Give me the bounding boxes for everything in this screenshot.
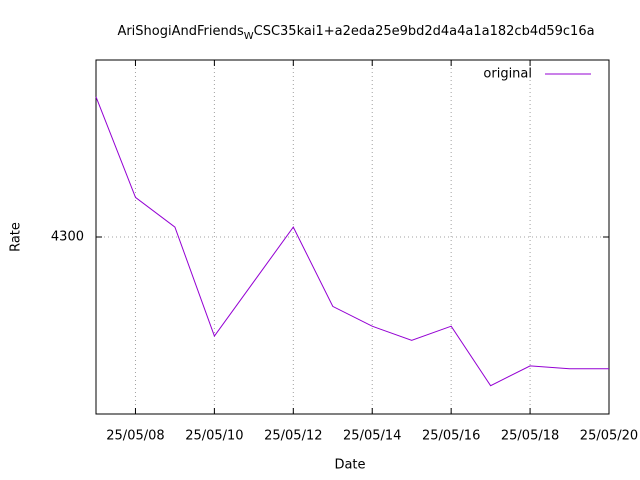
x-tick-label: 25/05/12 (264, 429, 322, 444)
chart-title: AriShogiAndFriendsWCSC35kai1+a2eda25e9bd… (117, 24, 594, 43)
x-tick-label: 25/05/16 (422, 429, 480, 444)
x-tick-label: 25/05/14 (343, 429, 401, 444)
title-main: AriShogiAndFriends (117, 24, 244, 39)
x-tick-label: 25/05/20 (580, 429, 638, 444)
plot-frame (95, 59, 610, 415)
x-tick-label: 25/05/10 (185, 429, 243, 444)
x-tick-label: 25/05/18 (501, 429, 559, 444)
x-tick-label: 25/05/08 (106, 429, 164, 444)
y-tick-label: 4300 (51, 230, 84, 245)
x-axis-label: Date (334, 458, 365, 473)
legend-label: original (483, 67, 532, 82)
data-line (95, 96, 609, 387)
y-axis-label: Rate (9, 222, 24, 252)
title-rest: CSC35kai1+a2eda25e9bd2d4a4a1a182cb4d59c1… (254, 24, 595, 39)
title-subscript: W (244, 31, 254, 42)
